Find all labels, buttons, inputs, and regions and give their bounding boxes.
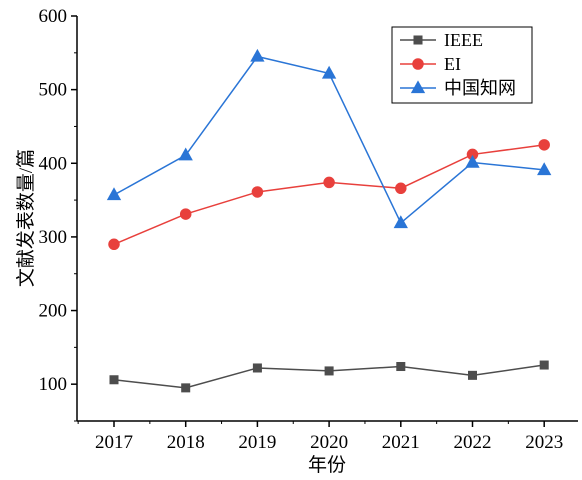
legend-label: EI: [444, 54, 461, 74]
x-tick-label: 2020: [310, 432, 348, 453]
data-point: [395, 182, 407, 195]
data-point: [323, 176, 335, 189]
data-point: [537, 162, 552, 176]
legend-item: IEEE: [400, 30, 483, 50]
data-point: [538, 139, 550, 151]
data-point: [178, 147, 193, 161]
data-point: [181, 383, 191, 393]
data-point: [106, 187, 122, 201]
data-point: [109, 375, 119, 385]
series-layer: [106, 48, 552, 393]
data-point: [179, 208, 192, 220]
legend-label: IEEE: [444, 30, 483, 50]
data-point: [250, 48, 265, 62]
x-tick-label: 2018: [167, 432, 205, 453]
legend-marker: [410, 80, 426, 94]
x-tick-label: 2017: [95, 432, 133, 453]
data-point: [465, 154, 480, 168]
y-axis-title: 文献发表数量/篇: [15, 149, 37, 287]
legend: IEEE EI 中国知网: [391, 26, 533, 104]
y-tick-label: 600: [39, 6, 68, 27]
series-IEEE: [109, 360, 549, 393]
data-point: [252, 363, 262, 373]
x-tick-label: 2019: [238, 432, 276, 453]
legend-item: 中国知网: [400, 78, 516, 98]
axes: 100 200 300 400 500 600 2017 2018 2019 2020 2021 20…: [39, 6, 578, 453]
data-point: [539, 360, 549, 370]
data-point: [251, 186, 264, 198]
legend-label: 中国知网: [444, 78, 516, 98]
x-tick-label: 2023: [525, 432, 563, 453]
data-point: [321, 65, 337, 79]
data-point: [467, 370, 478, 380]
x-axis-title: 年份: [308, 454, 346, 475]
data-point: [393, 215, 408, 229]
y-tick-label: 100: [39, 374, 68, 395]
y-tick-label: 400: [39, 153, 68, 174]
x-tick-label: 2021: [382, 432, 420, 453]
y-tick-label: 300: [39, 227, 68, 248]
legend-marker: [412, 58, 424, 70]
legend-item: EI: [400, 54, 461, 74]
legend-marker: [413, 35, 423, 45]
y-tick-label: 500: [39, 80, 68, 101]
data-point: [466, 148, 479, 161]
x-tick-label: 2022: [454, 432, 492, 453]
series-中国知网: [106, 48, 552, 229]
y-tick-label: 200: [39, 301, 68, 322]
data-point: [324, 366, 334, 376]
series-EI: [108, 139, 550, 251]
data-point: [108, 238, 120, 251]
data-point: [396, 361, 406, 372]
